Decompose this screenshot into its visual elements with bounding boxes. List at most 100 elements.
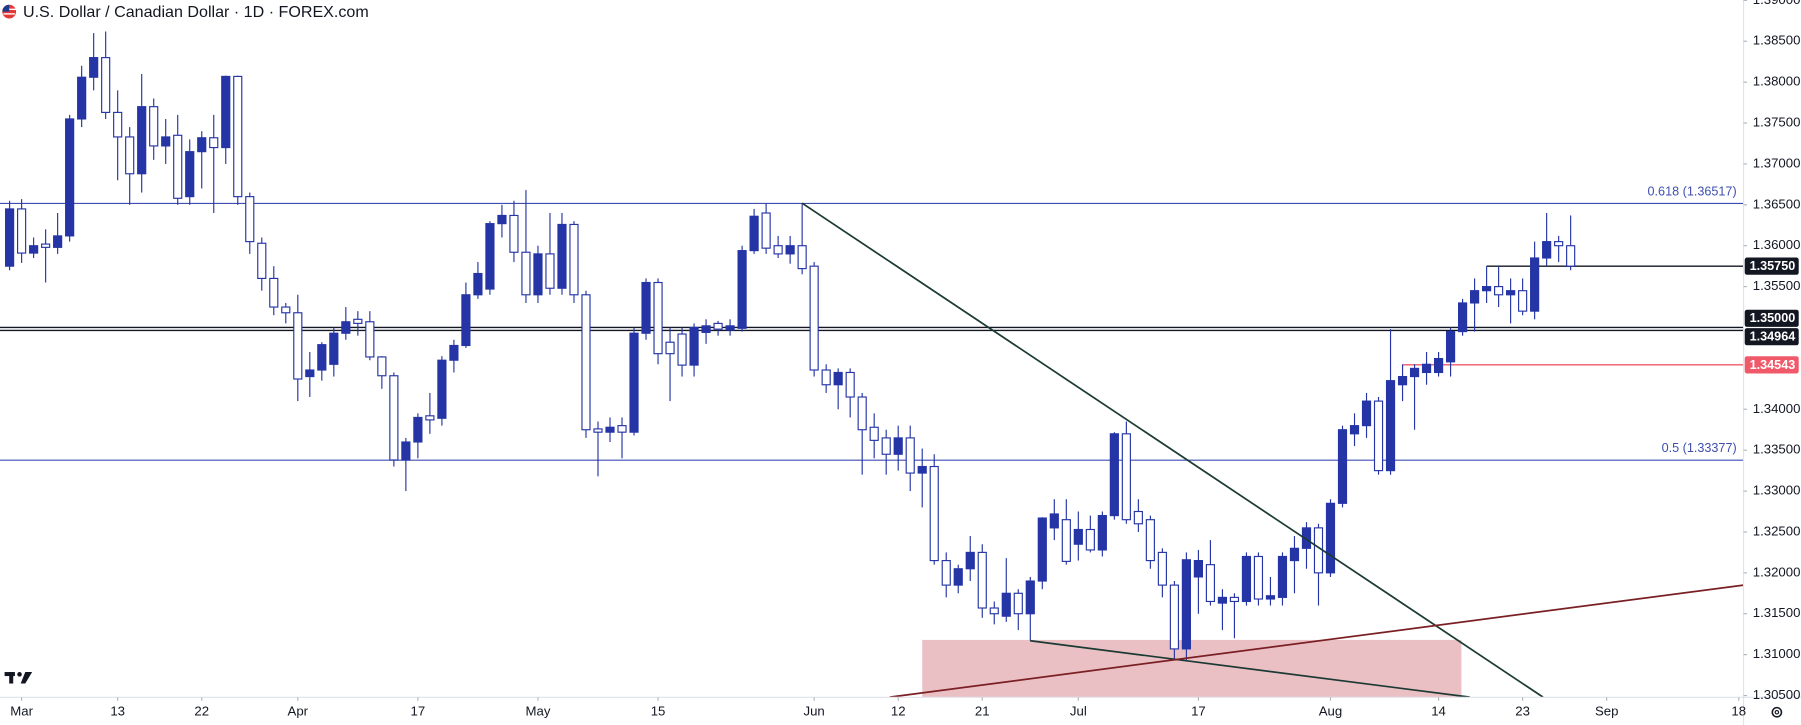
- candle-body: [341, 321, 351, 334]
- logo: [4, 672, 33, 684]
- candle-body: [89, 57, 99, 78]
- candle-body: [1025, 580, 1035, 615]
- candle-body: [437, 359, 447, 419]
- x-tick-label: Mar: [10, 704, 33, 719]
- settings-button[interactable]: [1771, 706, 1783, 718]
- candle-body: [1037, 517, 1047, 582]
- candle-body: [65, 118, 75, 237]
- candle-body: [257, 242, 267, 279]
- candle-body: [485, 223, 495, 290]
- candle-body: [269, 277, 279, 308]
- axes: 1.30500 1.31000 1.31500 1.32000 1.32500 1.330…: [10, 0, 1800, 719]
- x-tick-label: 17: [411, 704, 426, 719]
- candle-body: [185, 151, 195, 198]
- price-badge-box: [1744, 309, 1799, 327]
- candle-body: [629, 332, 639, 433]
- candle-body: [1373, 400, 1384, 472]
- candle-body: [809, 265, 819, 371]
- candle-body: [41, 243, 51, 248]
- x-tick-label: Apr: [288, 704, 309, 719]
- candle-body: [401, 441, 411, 461]
- x-tick-label: May: [526, 704, 551, 719]
- y-tick-label: 1.39000: [1753, 0, 1801, 7]
- candle-body: [953, 568, 963, 586]
- candle-body: [1469, 290, 1480, 304]
- x-tick-label: Jul: [1070, 704, 1087, 719]
- price-badge-box: [1744, 257, 1799, 275]
- candle-body: [833, 371, 843, 386]
- price-badge-label: 1.35000: [1750, 311, 1796, 325]
- x-tick-label: Sep: [1595, 704, 1618, 719]
- y-tick-label: 1.35500: [1753, 278, 1801, 293]
- y-tick-label: 1.32500: [1753, 523, 1801, 538]
- price-badge: 1.34964: [1744, 328, 1799, 346]
- candle-body: [1409, 367, 1420, 378]
- candle-body: [1433, 357, 1444, 374]
- candle-body: [605, 426, 615, 433]
- candle-body: [869, 426, 879, 441]
- candle-body: [1506, 290, 1516, 296]
- candle-body: [233, 75, 243, 198]
- candle-body: [941, 560, 951, 586]
- candle-body: [749, 215, 759, 252]
- x-tick-label: 22: [194, 704, 209, 719]
- candle-body: [245, 196, 255, 243]
- candle-body: [329, 332, 339, 365]
- candle-body: [1133, 510, 1143, 525]
- x-tick-label: 13: [110, 704, 125, 719]
- candle-body: [617, 425, 627, 433]
- candle-body: [713, 322, 723, 330]
- candle-body: [113, 111, 123, 138]
- candle-body: [569, 223, 579, 296]
- candle-body: [965, 551, 975, 570]
- candle-body: [785, 245, 795, 255]
- y-tick-label: 1.38000: [1753, 74, 1801, 89]
- candle-body: [101, 57, 111, 113]
- candle-body: [905, 437, 915, 474]
- candle-body: [881, 437, 891, 455]
- candle-body: [1482, 286, 1492, 292]
- candle-body: [1073, 528, 1083, 545]
- y-tick-label: 1.37000: [1753, 155, 1801, 170]
- candle-body: [1253, 555, 1264, 600]
- candle-body: [1145, 519, 1155, 562]
- candle-body: [1121, 433, 1131, 521]
- y-tick-label: 1.31500: [1753, 605, 1801, 620]
- level-label: 0.5 (1.33377): [1662, 441, 1737, 455]
- candle-body: [701, 325, 711, 333]
- candle-body: [53, 235, 63, 248]
- candle-body: [137, 106, 147, 175]
- x-tick-label: 17: [1191, 704, 1206, 719]
- candle-body: [1265, 595, 1276, 600]
- trendline: [801, 202, 1544, 698]
- candle-body: [1217, 596, 1228, 604]
- candle-body: [1181, 559, 1191, 650]
- candle-body: [929, 465, 939, 562]
- y-tick-label: 1.33000: [1753, 483, 1801, 498]
- y-tick-label: 1.33500: [1753, 442, 1801, 457]
- price-badge-label: 1.34964: [1750, 330, 1796, 344]
- candle-body: [1445, 331, 1456, 363]
- candle-body: [353, 318, 363, 324]
- price-badge: 1.35000: [1744, 309, 1799, 327]
- trendline: [1030, 639, 1470, 698]
- candle-body: [221, 75, 231, 149]
- x-tick-label: 15: [651, 704, 666, 719]
- y-tick-label: 1.32000: [1753, 564, 1801, 579]
- x-tick-label: 12: [891, 704, 906, 719]
- candle-body: [797, 245, 807, 270]
- trendline: [889, 584, 1744, 698]
- price-badge-label: 1.35750: [1750, 259, 1796, 273]
- candle-body: [17, 208, 27, 254]
- candle-body: [1325, 502, 1336, 574]
- candle-body: [725, 325, 735, 331]
- candle-body: [149, 106, 159, 147]
- x-tick-label: 23: [1515, 704, 1530, 719]
- candle-body: [29, 245, 39, 254]
- candle-body: [1385, 380, 1396, 472]
- candle-body: [557, 223, 567, 289]
- candle-body: [653, 281, 663, 355]
- candle-body: [449, 344, 459, 361]
